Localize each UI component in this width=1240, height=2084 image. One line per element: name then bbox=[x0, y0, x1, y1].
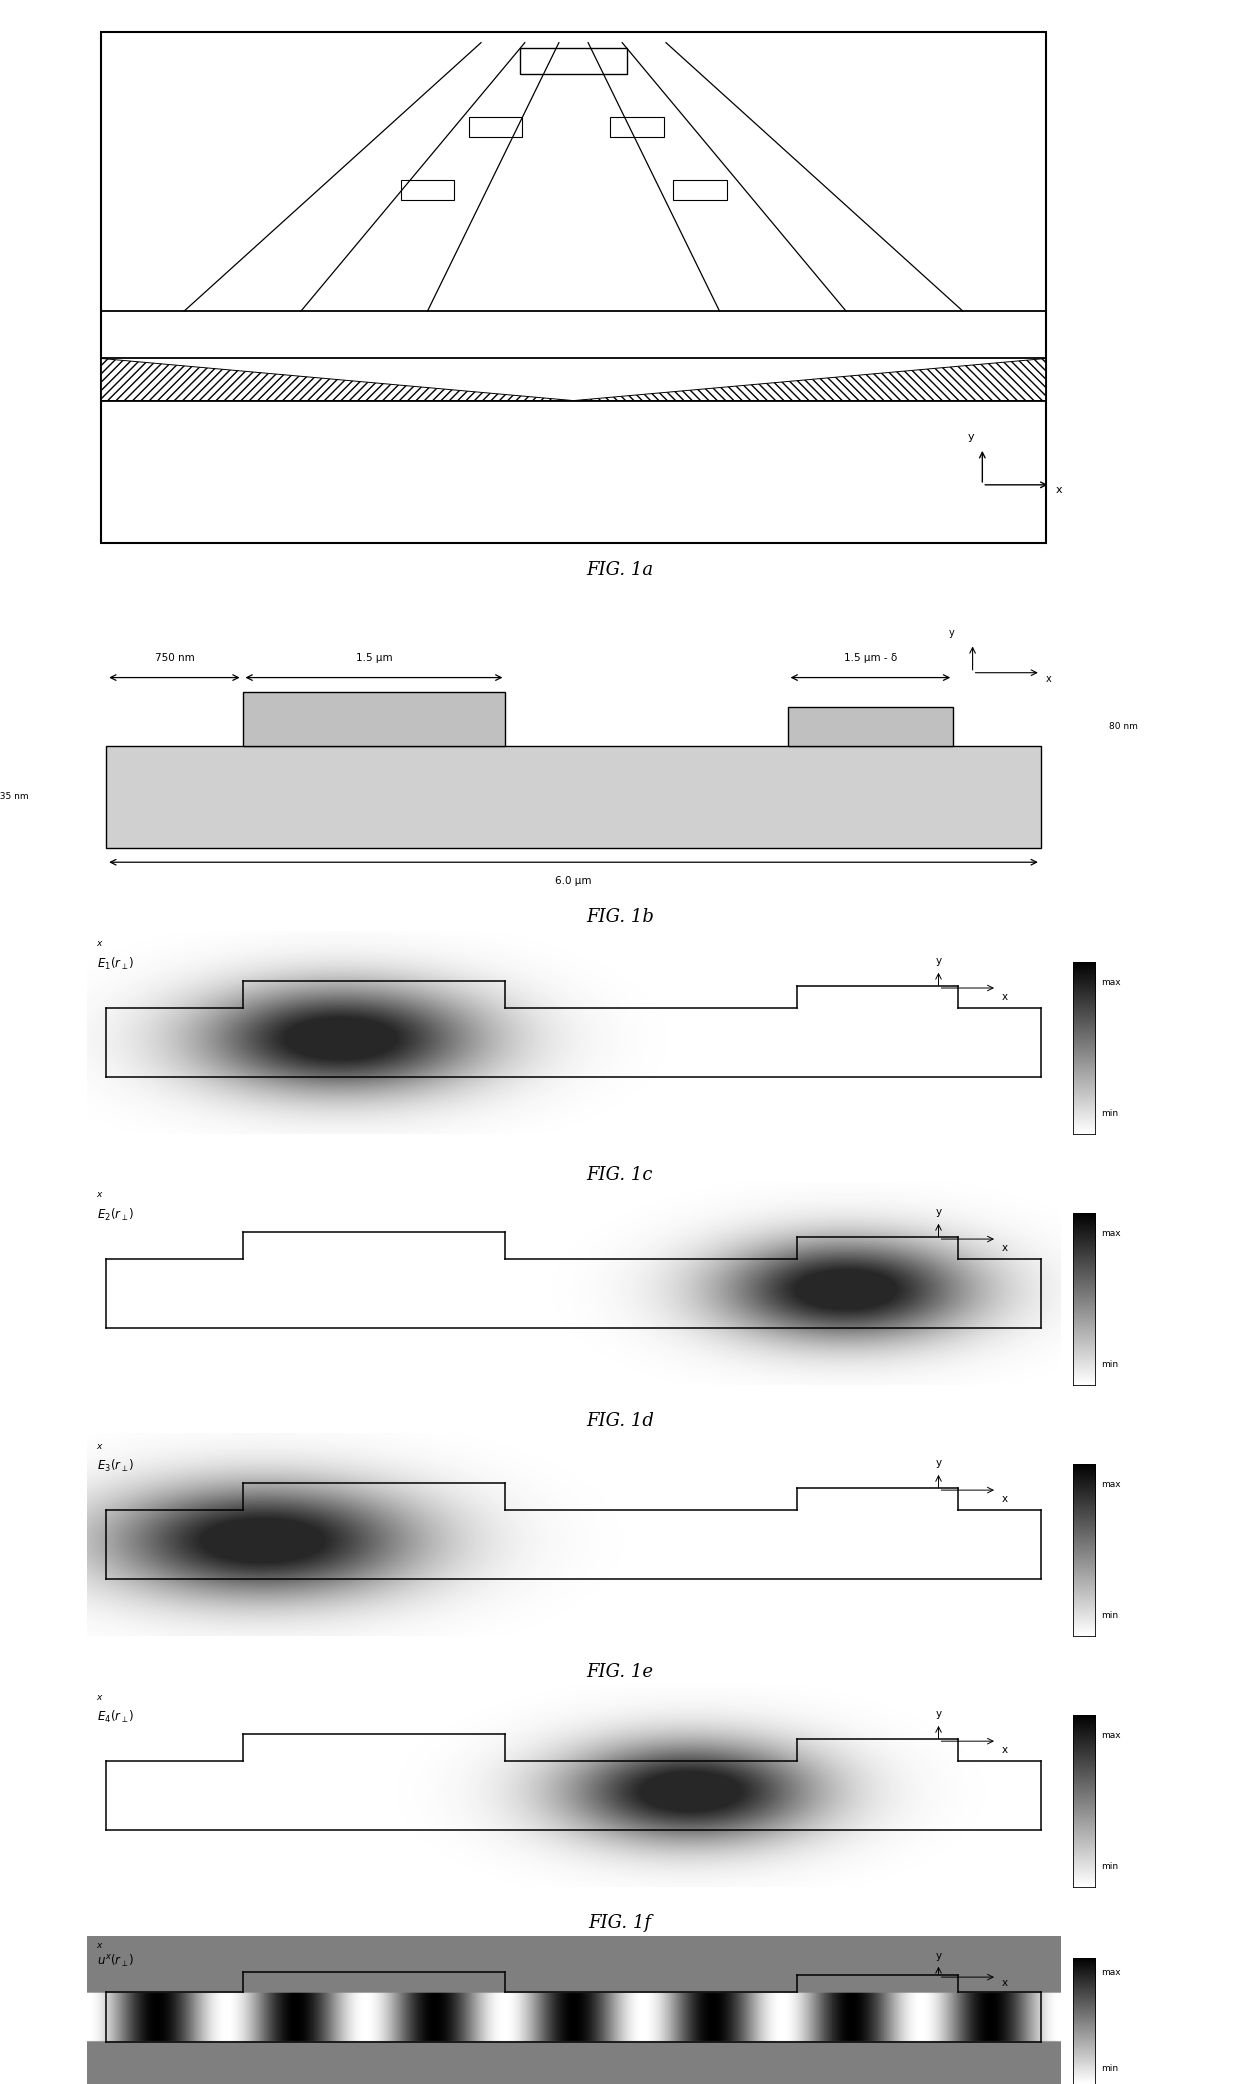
Bar bbox=[401, 179, 454, 200]
Text: y: y bbox=[967, 431, 975, 442]
Text: min: min bbox=[1101, 1611, 1118, 1619]
Bar bbox=[469, 117, 522, 138]
Text: 6.0 μm: 6.0 μm bbox=[556, 875, 591, 886]
Bar bbox=[243, 692, 506, 746]
Text: x: x bbox=[97, 1692, 102, 1701]
Text: $u^x(r_\perp)$: $u^x(r_\perp)$ bbox=[97, 1953, 134, 1969]
Polygon shape bbox=[574, 358, 1045, 400]
Text: x: x bbox=[1002, 1978, 1008, 1988]
Text: max: max bbox=[1101, 977, 1121, 988]
Text: FIG. 1f: FIG. 1f bbox=[589, 1913, 651, 1932]
Bar bbox=[673, 179, 727, 200]
Text: min: min bbox=[1101, 1109, 1118, 1117]
Text: x: x bbox=[1002, 1244, 1008, 1252]
Text: min: min bbox=[1101, 1861, 1118, 1871]
Text: $E_4(r_\perp)$: $E_4(r_\perp)$ bbox=[97, 1709, 134, 1726]
Text: y: y bbox=[935, 1207, 941, 1217]
Text: 750 nm: 750 nm bbox=[155, 652, 195, 663]
Text: max: max bbox=[1101, 1230, 1121, 1238]
Bar bbox=[610, 117, 663, 138]
Text: max: max bbox=[1101, 1732, 1121, 1740]
Text: x: x bbox=[1002, 992, 1008, 1002]
Polygon shape bbox=[102, 358, 574, 400]
Text: 1.5 μm - δ: 1.5 μm - δ bbox=[843, 652, 897, 663]
Bar bbox=[520, 48, 627, 75]
Text: y: y bbox=[935, 1709, 941, 1719]
Text: y: y bbox=[935, 957, 941, 965]
Text: $E_1(r_\perp)$: $E_1(r_\perp)$ bbox=[97, 957, 134, 971]
Text: max: max bbox=[1101, 1480, 1121, 1488]
Text: x: x bbox=[1045, 675, 1052, 684]
Text: x: x bbox=[1002, 1744, 1008, 1755]
Text: y: y bbox=[935, 1459, 941, 1467]
Text: FIG. 1e: FIG. 1e bbox=[587, 1663, 653, 1680]
Text: 80 nm: 80 nm bbox=[1109, 721, 1138, 731]
Text: FIG. 1d: FIG. 1d bbox=[587, 1411, 653, 1430]
Bar bbox=[787, 706, 954, 746]
Text: $E_3(r_\perp)$: $E_3(r_\perp)$ bbox=[97, 1457, 134, 1473]
Text: x: x bbox=[1002, 1494, 1008, 1505]
Text: x: x bbox=[97, 1190, 102, 1200]
Text: x: x bbox=[97, 940, 102, 948]
Text: min: min bbox=[1101, 2065, 1118, 2074]
Text: x: x bbox=[1055, 486, 1061, 494]
Text: 135 nm: 135 nm bbox=[0, 792, 29, 800]
Text: max: max bbox=[1101, 1969, 1121, 1978]
Text: 1.5 μm: 1.5 μm bbox=[356, 652, 392, 663]
Bar bbox=[107, 746, 1040, 848]
Text: x: x bbox=[97, 1942, 102, 1951]
Text: x: x bbox=[97, 1442, 102, 1450]
Text: y: y bbox=[935, 1951, 941, 1961]
Text: y: y bbox=[949, 627, 954, 638]
Text: FIG. 1a: FIG. 1a bbox=[587, 561, 653, 579]
Text: FIG. 1b: FIG. 1b bbox=[587, 909, 653, 927]
Text: $E_2(r_\perp)$: $E_2(r_\perp)$ bbox=[97, 1207, 134, 1223]
Text: min: min bbox=[1101, 1359, 1118, 1369]
Text: FIG. 1c: FIG. 1c bbox=[587, 1167, 653, 1184]
